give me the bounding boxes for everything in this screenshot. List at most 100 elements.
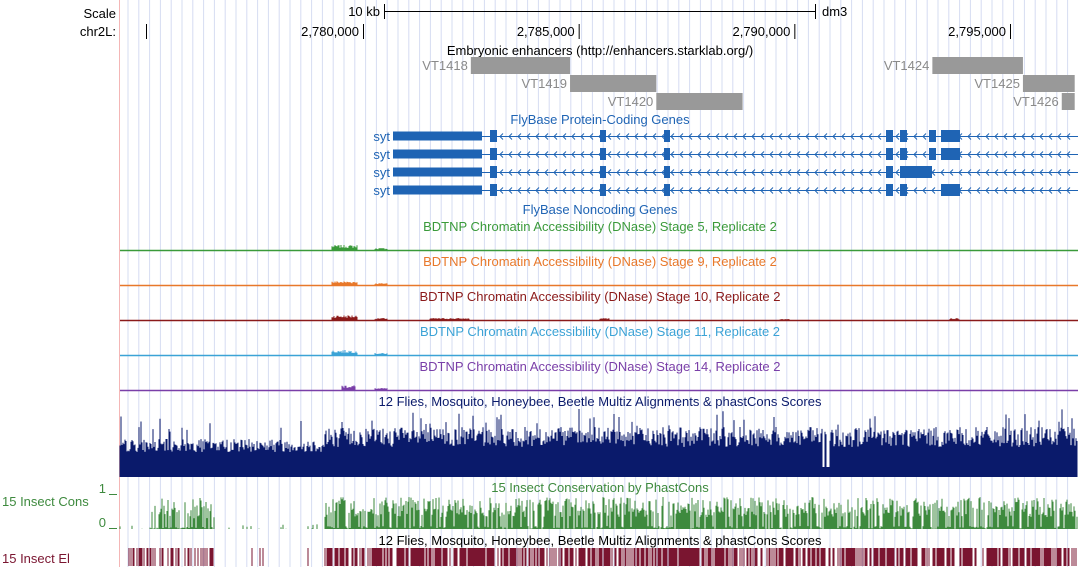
gene-exon <box>664 148 670 160</box>
enhancers-track[interactable]: Embryonic enhancers (http://enhancers.st… <box>422 43 1075 110</box>
dnase-signal <box>341 385 388 390</box>
scale-bar <box>384 4 816 19</box>
dnase-track[interactable]: BDTNP Chromatin Accessibility (DNase) St… <box>120 254 1078 287</box>
scale-bar-label: 10 kb <box>348 4 380 19</box>
gene-label[interactable]: syt <box>373 183 390 198</box>
gene-exon <box>886 166 893 178</box>
enhancer-label: VT1418 <box>422 58 468 73</box>
ruler-track[interactable]: Scale 10 kb dm3 chr2L: 2,780,000 2,785,00… <box>80 4 1011 39</box>
gene-transcript[interactable]: syt <box>373 129 1078 144</box>
ruler-tick-label: 2,780,000 <box>301 24 359 39</box>
dnase-signal <box>331 281 388 285</box>
gene-exon <box>900 166 932 178</box>
gene-exon <box>664 166 670 178</box>
gene-transcript[interactable]: syt <box>373 147 1078 162</box>
dnase-track[interactable]: BDTNP Chromatin Accessibility (DNase) St… <box>120 359 1078 392</box>
dnase-track[interactable]: BDTNP Chromatin Accessibility (DNase) St… <box>120 219 1078 252</box>
enhancer-label: VT1424 <box>884 58 930 73</box>
gene-exon <box>664 184 670 196</box>
protein-coding-genes-title: FlyBase Protein-Coding Genes <box>510 112 690 127</box>
enhancer-label: VT1425 <box>974 76 1020 91</box>
conserved-elements-signal <box>128 548 1077 566</box>
gene-exon <box>393 131 482 141</box>
enhancer-feature[interactable]: VT1418 <box>422 57 571 74</box>
dnase-tracks[interactable]: BDTNP Chromatin Accessibility (DNase) St… <box>120 219 1078 392</box>
dnase-track-title: BDTNP Chromatin Accessibility (DNase) St… <box>419 359 780 374</box>
strand-arrows <box>499 169 1071 176</box>
gene-exon <box>941 148 960 160</box>
dnase-track[interactable]: BDTNP Chromatin Accessibility (DNase) St… <box>120 289 1078 322</box>
gene-exon <box>490 166 497 178</box>
multiz-track-title: 12 Flies, Mosquito, Honeybee, Beetle Mul… <box>379 394 822 409</box>
phastcons-y-max: 1 <box>99 481 106 496</box>
dnase-track-title: BDTNP Chromatin Accessibility (DNase) St… <box>420 324 780 339</box>
scale-label: Scale <box>83 6 116 21</box>
enhancer-bar[interactable] <box>1022 75 1075 92</box>
enhancer-feature[interactable]: VT1425 <box>974 75 1075 92</box>
dnase-signal <box>331 245 388 250</box>
enhancer-bar[interactable] <box>1061 93 1075 110</box>
phastcons-signal <box>119 497 1078 529</box>
chrom-label: chr2L: <box>80 24 116 39</box>
phastcons-y-min: 0 <box>99 515 106 530</box>
enhancer-bar[interactable] <box>470 57 571 74</box>
ruler-tick-label: 2,790,000 <box>732 24 790 39</box>
phastcons-track[interactable]: 15 Insect Conservation by PhastCons 15 I… <box>2 480 1078 530</box>
enhancer-feature[interactable]: VT1420 <box>608 93 743 110</box>
gene-exon <box>490 130 497 142</box>
gene-exon <box>900 184 907 196</box>
multiz-signal <box>119 409 1078 477</box>
gene-exon <box>941 184 960 196</box>
dnase-signal <box>331 315 960 320</box>
gene-label[interactable]: syt <box>373 147 390 162</box>
gene-exon <box>929 130 936 142</box>
gene-exon <box>393 149 482 159</box>
gene-exon <box>393 185 482 195</box>
dnase-signal <box>331 350 388 355</box>
ruler-tick-label: 2,785,000 <box>517 24 575 39</box>
conserved-elements-title: 12 Flies, Mosquito, Honeybee, Beetle Mul… <box>379 533 822 548</box>
gene-exon <box>941 130 960 142</box>
gene-exon <box>886 184 893 196</box>
gene-transcript[interactable]: syt <box>373 183 1078 198</box>
gene-exon <box>664 130 670 142</box>
assembly-label: dm3 <box>822 4 847 19</box>
gene-exon <box>393 167 482 177</box>
dnase-track-title: BDTNP Chromatin Accessibility (DNase) St… <box>423 254 777 269</box>
enhancer-label: VT1426 <box>1013 94 1059 109</box>
phastcons-track-title: 15 Insect Conservation by PhastCons <box>491 480 709 495</box>
conserved-elements-side-label: 15 Insect El <box>2 551 70 566</box>
enhancers-track-title: Embryonic enhancers (http://enhancers.st… <box>447 43 753 58</box>
dnase-track[interactable]: BDTNP Chromatin Accessibility (DNase) St… <box>120 324 1078 357</box>
gene-exon <box>490 148 497 160</box>
gene-exon <box>900 130 907 142</box>
protein-coding-genes-track[interactable]: FlyBase Protein-Coding Genes syt syt syt sy… <box>373 112 1078 198</box>
conserved-elements-track[interactable]: 12 Flies, Mosquito, Honeybee, Beetle Mul… <box>2 533 1077 566</box>
phastcons-side-label: 15 Insect Cons <box>2 494 89 509</box>
enhancer-bar[interactable] <box>570 75 657 92</box>
enhancer-bar[interactable] <box>656 93 743 110</box>
enhancer-feature[interactable]: VT1419 <box>521 75 657 92</box>
enhancer-feature[interactable]: VT1424 <box>884 57 1023 74</box>
multiz-track[interactable]: 12 Flies, Mosquito, Honeybee, Beetle Mul… <box>119 394 1078 477</box>
gene-exon <box>886 130 893 142</box>
enhancer-label: VT1420 <box>608 94 654 109</box>
gene-exon <box>600 148 606 160</box>
gene-exon <box>490 184 497 196</box>
enhancer-feature[interactable]: VT1426 <box>1013 93 1075 110</box>
ruler-tick-label: 2,795,000 <box>948 24 1006 39</box>
gene-transcript[interactable]: syt <box>373 165 1078 180</box>
gene-exon <box>600 166 606 178</box>
enhancer-bar[interactable] <box>932 57 1023 74</box>
gene-exon <box>600 130 606 142</box>
gene-label[interactable]: syt <box>373 165 390 180</box>
gene-label[interactable]: syt <box>373 129 390 144</box>
enhancer-label: VT1419 <box>521 76 567 91</box>
gene-exon <box>886 148 893 160</box>
gene-exon <box>900 148 907 160</box>
noncoding-genes-title: FlyBase Noncoding Genes <box>523 202 678 217</box>
gene-exon <box>600 184 606 196</box>
dnase-track-title: BDTNP Chromatin Accessibility (DNase) St… <box>423 219 777 234</box>
dnase-track-title: BDTNP Chromatin Accessibility (DNase) St… <box>419 289 780 304</box>
